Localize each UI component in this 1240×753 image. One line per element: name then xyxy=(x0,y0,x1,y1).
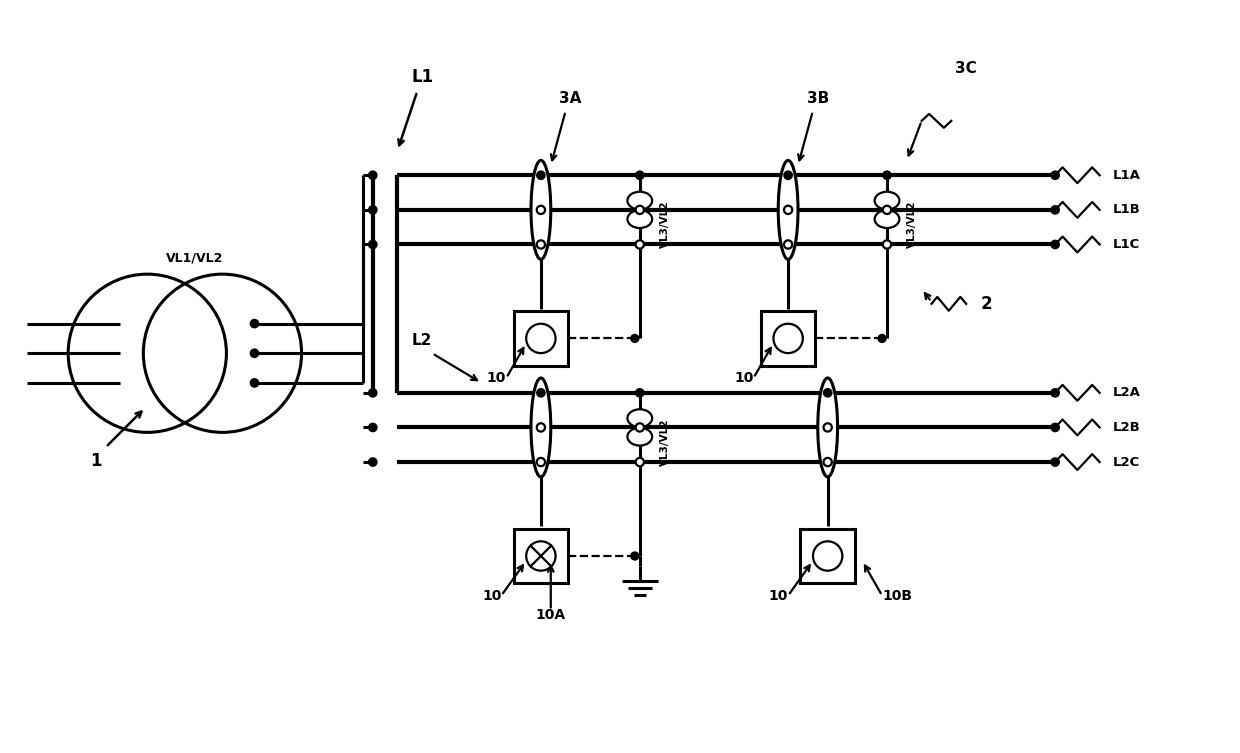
Text: 3A: 3A xyxy=(559,91,582,106)
Circle shape xyxy=(250,349,259,358)
Bar xyxy=(513,311,568,366)
Text: VL1/VL2: VL1/VL2 xyxy=(166,252,223,264)
Circle shape xyxy=(883,206,892,214)
Circle shape xyxy=(784,240,792,248)
Circle shape xyxy=(537,240,546,248)
Ellipse shape xyxy=(627,428,652,446)
Ellipse shape xyxy=(818,378,837,477)
Circle shape xyxy=(823,389,832,397)
Text: 10: 10 xyxy=(482,589,501,602)
Circle shape xyxy=(883,240,892,248)
Ellipse shape xyxy=(874,192,899,209)
Text: 3B: 3B xyxy=(807,91,828,106)
Text: 10: 10 xyxy=(734,371,754,385)
Circle shape xyxy=(883,171,892,179)
Circle shape xyxy=(1052,171,1059,179)
Circle shape xyxy=(636,240,644,248)
Text: VL3/VL2: VL3/VL2 xyxy=(906,201,916,248)
Text: 10: 10 xyxy=(487,371,506,385)
Circle shape xyxy=(368,389,377,397)
Circle shape xyxy=(636,389,644,397)
Circle shape xyxy=(784,206,792,214)
Circle shape xyxy=(784,171,792,179)
Circle shape xyxy=(368,240,377,248)
Text: L2B: L2B xyxy=(1112,421,1141,434)
Circle shape xyxy=(878,334,887,343)
Text: L1C: L1C xyxy=(1112,238,1140,251)
Text: VL3/VL2: VL3/VL2 xyxy=(660,419,670,466)
Circle shape xyxy=(537,206,546,214)
Circle shape xyxy=(537,171,546,179)
Circle shape xyxy=(368,171,377,179)
Circle shape xyxy=(631,334,639,343)
Text: 2: 2 xyxy=(981,295,992,312)
Circle shape xyxy=(537,423,546,431)
Text: L1A: L1A xyxy=(1112,169,1141,181)
Circle shape xyxy=(1052,240,1059,248)
Circle shape xyxy=(537,389,546,397)
Text: L2C: L2C xyxy=(1112,456,1140,468)
Text: 1: 1 xyxy=(91,452,102,470)
Bar xyxy=(513,529,568,583)
Text: 10: 10 xyxy=(769,589,789,602)
Ellipse shape xyxy=(874,210,899,228)
Ellipse shape xyxy=(531,378,551,477)
Circle shape xyxy=(1052,458,1059,466)
Text: L1: L1 xyxy=(412,69,433,87)
Text: VL3/VL2: VL3/VL2 xyxy=(660,201,670,248)
Text: L2A: L2A xyxy=(1112,386,1141,399)
Ellipse shape xyxy=(627,192,652,209)
Text: 10B: 10B xyxy=(882,589,913,602)
Text: 10A: 10A xyxy=(536,608,565,622)
Circle shape xyxy=(1052,423,1059,431)
Text: L2: L2 xyxy=(412,334,433,349)
Text: L1B: L1B xyxy=(1112,203,1141,216)
Circle shape xyxy=(823,458,832,466)
Circle shape xyxy=(1052,389,1059,397)
Circle shape xyxy=(368,206,377,214)
Ellipse shape xyxy=(627,410,652,427)
Circle shape xyxy=(631,552,639,560)
Circle shape xyxy=(636,171,644,179)
Text: 3C: 3C xyxy=(955,61,977,76)
Bar xyxy=(801,529,854,583)
Circle shape xyxy=(636,206,644,214)
Circle shape xyxy=(368,458,377,466)
Ellipse shape xyxy=(531,160,551,259)
Circle shape xyxy=(636,458,644,466)
Bar xyxy=(761,311,816,366)
Circle shape xyxy=(823,423,832,431)
Ellipse shape xyxy=(627,210,652,228)
Circle shape xyxy=(368,423,377,431)
Circle shape xyxy=(250,319,259,328)
Circle shape xyxy=(537,458,546,466)
Circle shape xyxy=(636,423,644,431)
Circle shape xyxy=(250,379,259,387)
Circle shape xyxy=(1052,206,1059,214)
Ellipse shape xyxy=(779,160,799,259)
